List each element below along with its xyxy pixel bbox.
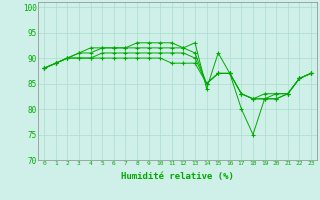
X-axis label: Humidité relative (%): Humidité relative (%) xyxy=(121,172,234,181)
